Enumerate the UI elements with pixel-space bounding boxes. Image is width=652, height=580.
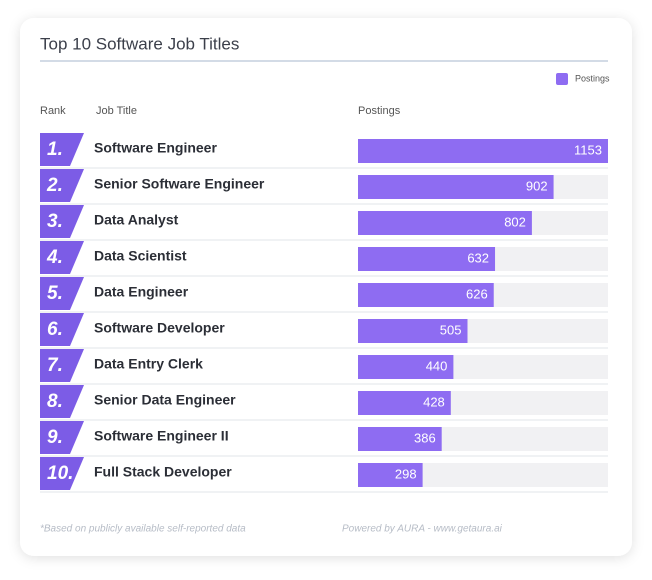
rank-label: 4. [46,247,63,268]
job-title: Software Engineer [94,140,217,156]
bar [358,283,494,307]
bar [358,355,454,379]
job-title: Software Engineer II [94,428,229,444]
value-label: 626 [466,286,488,301]
bar [358,175,554,199]
rank-badge [40,241,84,274]
rank-label: 7. [47,355,63,376]
rank-badge [40,277,84,310]
job-title: Full Stack Developer [94,464,232,480]
footnote: *Based on publicly available self-report… [40,524,246,535]
rank-badge [40,457,84,490]
rank-label: 8. [47,391,63,412]
rank-badge [40,385,84,418]
chart-title: Top 10 Software Job Titles [40,34,239,53]
job-title: Data Analyst [94,212,179,228]
job-title: Data Engineer [94,284,189,300]
rank-label: 9. [47,427,63,448]
bar [358,139,608,163]
bar [358,427,442,451]
rank-badge [40,205,84,238]
rank-label: 1. [47,139,63,160]
bar [358,247,496,271]
value-label: 428 [423,394,445,409]
value-label: 902 [526,178,548,193]
rank-label: 6. [47,319,63,340]
value-label: 298 [395,466,417,481]
value-label: 632 [467,250,489,265]
column-header: Job Title [96,105,137,117]
value-label: 505 [440,322,462,337]
job-title: Data Entry Clerk [94,356,203,372]
column-header: Rank [40,105,66,117]
value-label: 386 [414,430,436,445]
value-label: 802 [504,214,526,229]
rank-badge [40,169,84,202]
job-title: Senior Software Engineer [94,176,265,192]
credit: Powered by AURA - www.getaura.ai [342,524,503,535]
rank-label: 2. [46,175,63,196]
job-title: Data Scientist [94,248,187,264]
bar [358,211,532,235]
legend-swatch [556,73,568,85]
value-label: 440 [426,358,448,373]
job-title: Software Developer [94,320,225,336]
rank-badge [40,421,84,454]
rank-badge [40,133,84,166]
rank-label: 5. [47,283,63,304]
bar [358,391,451,415]
value-label: 1153 [574,142,602,157]
column-header: Postings [358,105,401,117]
legend-label: Postings [575,73,610,83]
rank-badge [40,349,84,382]
rank-badge [40,313,84,346]
job-title: Senior Data Engineer [94,392,236,408]
rank-label: 10. [47,463,73,484]
bar [358,319,468,343]
rank-label: 3. [47,211,63,232]
bar [358,463,423,487]
